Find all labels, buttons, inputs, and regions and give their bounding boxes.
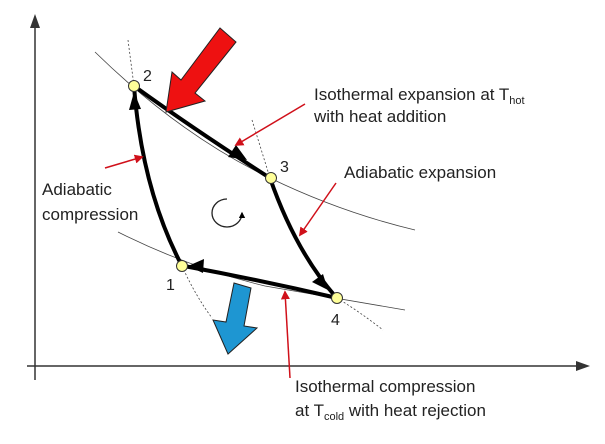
pointer-adiabatic-expansion bbox=[298, 182, 337, 237]
cycle-direction-arrows bbox=[129, 92, 328, 290]
state-point-4 bbox=[331, 292, 343, 304]
path-1-to-2 bbox=[132, 85, 184, 267]
iso-expansion-prefix: Isothermal expansion at T bbox=[314, 85, 509, 104]
adiabat-extension-right-bottom bbox=[336, 297, 384, 331]
label-isothermal-expansion-line2: with heat addition bbox=[313, 107, 446, 126]
x-axis-arrowhead bbox=[576, 361, 590, 371]
label-isothermal-compression-line1: Isothermal compression bbox=[295, 377, 475, 396]
point-label-1: 1 bbox=[166, 277, 175, 294]
iso-compression-prefix: at T bbox=[295, 401, 324, 420]
label-adiabatic-compression-line2: compression bbox=[42, 205, 138, 224]
point-label-4: 4 bbox=[331, 312, 340, 329]
adiabat-extension-left-top bbox=[127, 39, 135, 87]
y-axis-arrowhead bbox=[30, 14, 40, 28]
pointer-iso-expansion bbox=[234, 103, 306, 146]
point-label-2: 2 bbox=[143, 68, 152, 85]
state-point-3 bbox=[265, 172, 277, 184]
t-hot-subscript: hot bbox=[509, 95, 524, 107]
t-cold-subscript: cold bbox=[324, 411, 344, 423]
label-adiabatic-compression-line1: Adiabatic bbox=[42, 180, 112, 199]
cycle-paths bbox=[132, 84, 338, 300]
clockwise-rotation-icon bbox=[211, 198, 246, 228]
state-point-1 bbox=[176, 260, 188, 272]
heat-rejection-arrow bbox=[212, 282, 259, 355]
path-3-to-4 bbox=[268, 177, 337, 298]
pointer-adiabatic-compression bbox=[104, 154, 144, 169]
heat-addition-arrow bbox=[165, 27, 237, 113]
label-adiabatic-expansion: Adiabatic expansion bbox=[344, 163, 496, 182]
adiabat-extension-left-bottom bbox=[181, 265, 213, 319]
pointer-lines bbox=[104, 103, 337, 379]
state-point-2 bbox=[128, 80, 140, 92]
point-label-3: 3 bbox=[280, 159, 289, 176]
iso-compression-suffix: with heat rejection bbox=[344, 401, 486, 420]
label-isothermal-compression-line2: at Tcold with heat rejection bbox=[295, 401, 486, 423]
axes bbox=[27, 14, 590, 380]
arrow-3-to-4 bbox=[312, 274, 328, 290]
path-2-to-3 bbox=[132, 84, 272, 180]
state-points bbox=[128, 80, 343, 304]
arrow-1-to-2 bbox=[129, 92, 141, 110]
pointer-iso-compression bbox=[280, 290, 291, 379]
arrow-2-to-3 bbox=[228, 145, 247, 160]
cold-isotherm-curve bbox=[117, 231, 406, 311]
arrow-4-to-1 bbox=[188, 259, 204, 273]
label-isothermal-expansion-line1: Isothermal expansion at Thot bbox=[314, 85, 525, 107]
